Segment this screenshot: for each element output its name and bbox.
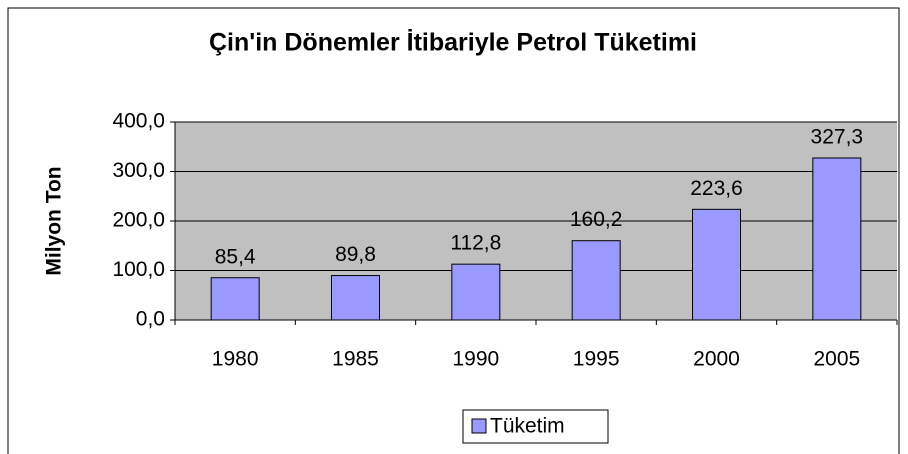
data-label: 223,6 xyxy=(690,177,743,200)
x-tick-label: 1980 xyxy=(212,348,259,371)
bar xyxy=(571,240,621,321)
x-tick-label: 1985 xyxy=(332,348,379,371)
bar xyxy=(812,157,862,321)
data-label: 327,3 xyxy=(811,126,864,149)
x-tick-label: 1995 xyxy=(573,348,620,371)
y-tick-label: 100,0 xyxy=(112,258,165,281)
bar xyxy=(210,277,260,321)
data-label: 112,8 xyxy=(450,232,501,255)
y-tick-label: 0,0 xyxy=(136,308,165,331)
bar xyxy=(451,263,501,321)
data-label: 160,2 xyxy=(570,208,623,231)
y-tick-label: 400,0 xyxy=(112,110,165,133)
data-label: 85,4 xyxy=(215,245,256,268)
legend-box xyxy=(462,409,609,444)
chart-title: Çin'in Dönemler İtibariyle Petrol Tüketi… xyxy=(209,29,697,57)
legend-swatch xyxy=(471,418,487,434)
y-axis-label: Milyon Ton xyxy=(43,166,66,275)
x-tick-label: 2000 xyxy=(693,348,740,371)
x-tick-label: 2005 xyxy=(813,348,860,371)
data-label: 89,8 xyxy=(335,243,376,266)
bar xyxy=(692,208,741,321)
x-tick-label: 1990 xyxy=(452,348,499,371)
y-tick-label: 200,0 xyxy=(112,209,165,232)
bar xyxy=(331,275,380,321)
y-tick-label: 300,0 xyxy=(112,159,165,182)
legend-label: Tüketim xyxy=(490,415,565,438)
